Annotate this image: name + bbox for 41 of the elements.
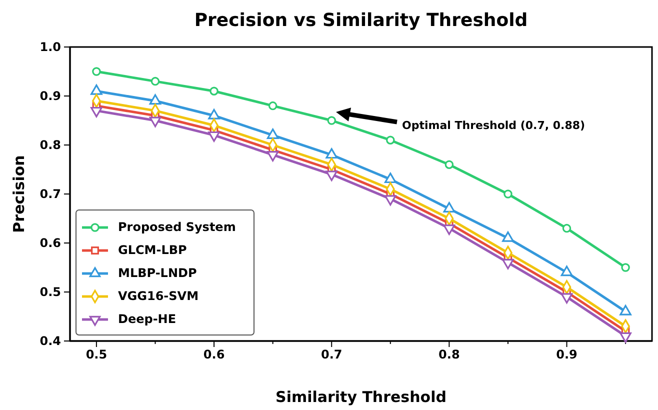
point (621, 263, 630, 272)
y-axis-title: Precision (10, 155, 28, 233)
y-tick-label: 0.4 (40, 334, 61, 348)
point (502, 258, 514, 270)
point (268, 101, 278, 110)
point (562, 224, 572, 233)
y-tick-label: 1.0 (40, 40, 61, 54)
point (150, 76, 160, 86)
legend-label: Deep-HE (118, 312, 176, 326)
point (560, 293, 573, 304)
annotation: Optimal Threshold (0.7, 0.88) (402, 119, 586, 132)
x-tick-label: 0.9 (556, 348, 578, 362)
point (443, 224, 456, 235)
x-tick-label: 0.8 (438, 348, 460, 362)
y-tick-label: 0.8 (40, 138, 61, 152)
point (444, 160, 454, 169)
point (208, 108, 220, 120)
point (92, 67, 101, 76)
point (210, 86, 218, 96)
point (384, 172, 396, 184)
point (326, 148, 338, 159)
legend-label: MLBP-LNDP (118, 266, 197, 280)
x-tick-label: 0.5 (86, 348, 108, 362)
chart-title: Precision vs Similarity Threshold (194, 10, 528, 31)
y-tick-label: 0.7 (40, 186, 61, 201)
point (504, 190, 512, 198)
x-tick-label: 0.7 (320, 348, 342, 362)
point (620, 332, 632, 343)
point (327, 116, 336, 125)
point (90, 84, 102, 95)
x-axis-title: Similarity Threshold (276, 388, 446, 406)
point (386, 136, 395, 144)
y-tick-label: 0.6 (40, 236, 61, 250)
point (149, 94, 162, 105)
legend-label: GLCM-LBP (118, 242, 188, 257)
point (266, 128, 279, 139)
y-tick-label: 0.5 (40, 284, 61, 299)
legend-label: VGG16-SVM (118, 288, 199, 303)
x-tick-label: 0.6 (203, 348, 225, 362)
legend-label: Proposed System (118, 220, 236, 234)
y-tick-label: 0.9 (40, 88, 61, 103)
